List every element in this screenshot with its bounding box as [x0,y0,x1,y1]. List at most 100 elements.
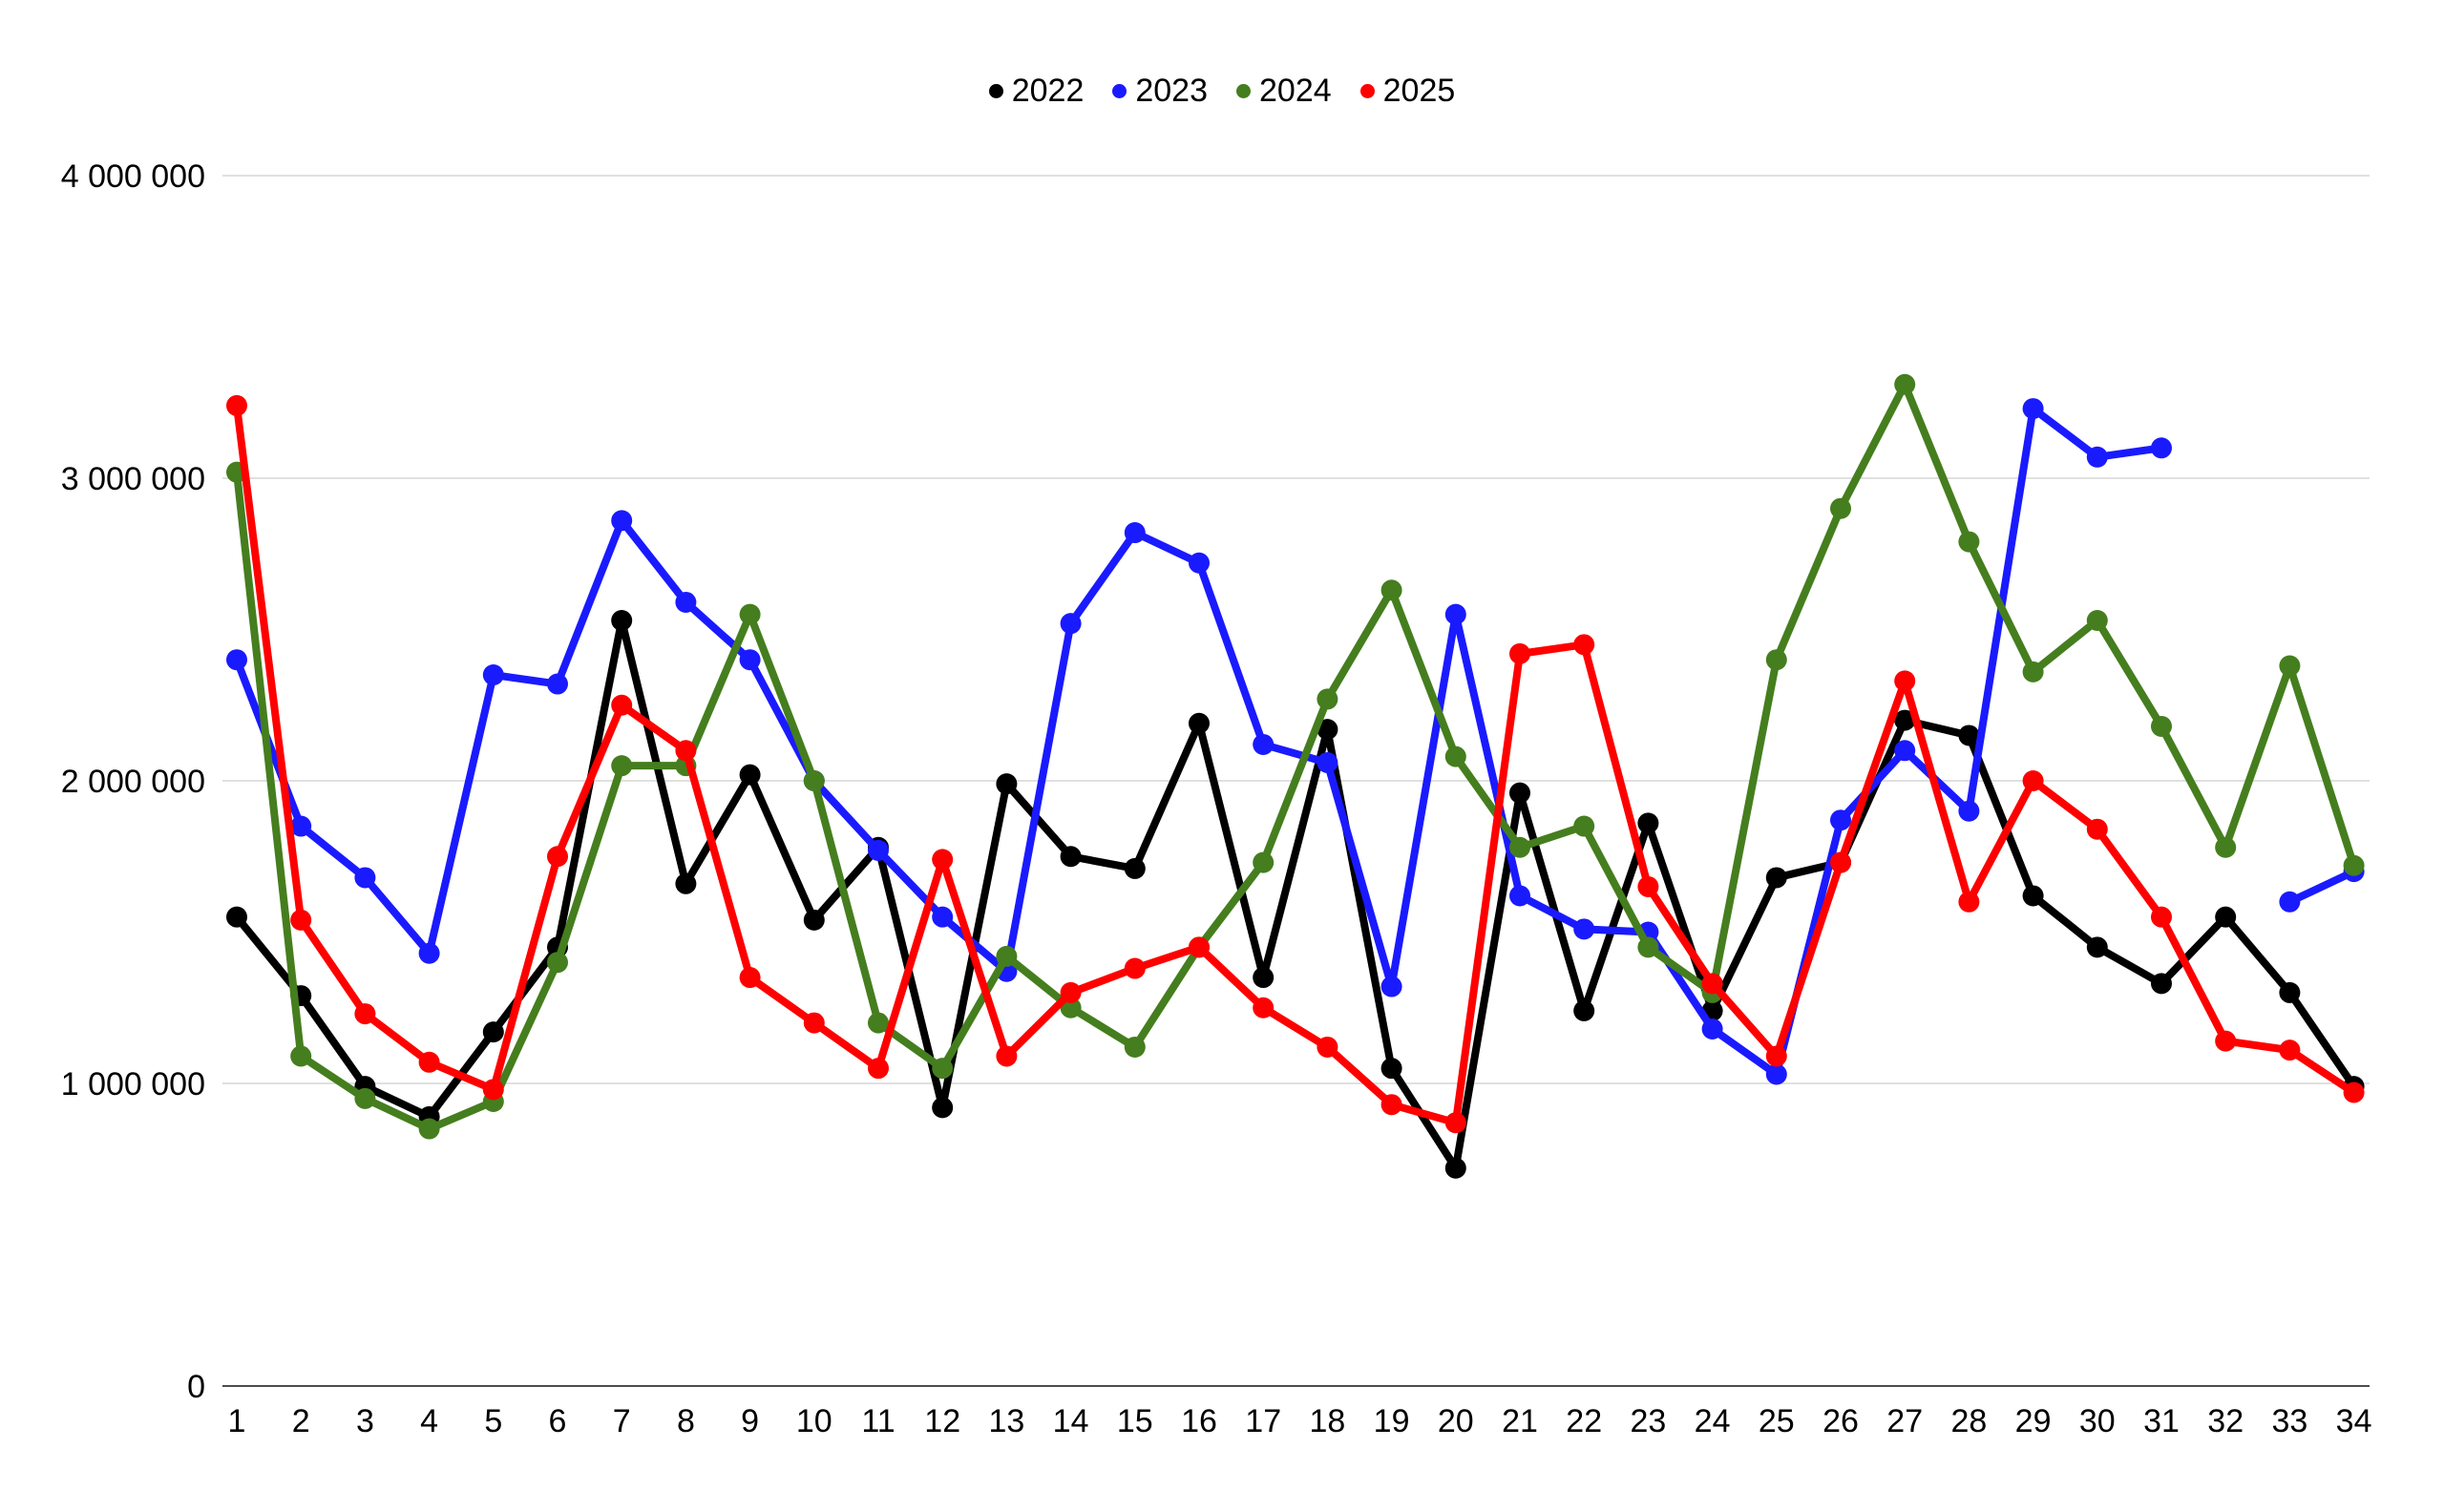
data-point-2025-7 [611,694,633,716]
data-point-2023-2 [290,815,312,837]
x-axis-tick-label: 32 [2207,1403,2244,1439]
data-point-2025-28 [1958,891,1980,913]
legend-item-2025: 2025 [1359,73,1455,110]
data-point-2024-10 [803,770,825,791]
x-axis-tick-label: 14 [1053,1403,1089,1439]
data-point-2025-6 [547,846,568,868]
x-axis-tick-label: 11 [861,1403,895,1439]
data-point-2024-7 [611,755,633,777]
data-point-2022-7 [611,609,633,631]
x-axis-tick-label: 21 [1502,1403,1538,1439]
legend-dot-2025 [1359,84,1375,98]
data-point-2022-14 [1060,846,1082,868]
x-axis-tick-label: 22 [1566,1403,1602,1439]
data-point-2024-23 [1637,936,1659,958]
data-point-2023-31 [2151,437,2172,459]
legend-item-2022: 2022 [988,73,1084,110]
data-point-2022-31 [2151,973,2172,995]
x-axis-tick-label: 31 [2143,1403,2180,1439]
data-point-2022-30 [2086,936,2108,958]
x-axis-tick-label: 17 [1245,1403,1281,1439]
x-axis-tick-label: 29 [2015,1403,2052,1439]
x-axis-tick-label: 24 [1695,1403,1731,1439]
x-axis-tick-label: 13 [988,1403,1024,1439]
legend-label: 2024 [1259,73,1332,109]
legend-item-2023: 2023 [1112,73,1208,110]
data-point-2022-33 [2279,981,2301,1003]
data-point-2022-15 [1124,857,1146,879]
x-axis-tick-label: 18 [1309,1403,1345,1439]
data-point-2023-28 [1958,800,1980,822]
data-point-2023-24 [1701,1018,1723,1040]
data-point-2022-27 [1894,709,1916,731]
data-point-2024-17 [1253,851,1275,873]
x-axis-tick-label: 9 [741,1403,759,1439]
x-axis-tick-label: 8 [677,1403,695,1439]
data-point-2025-3 [354,1003,376,1025]
x-axis-tick-label: 1 [228,1403,246,1439]
data-point-2023-17 [1253,733,1275,755]
data-point-2025-26 [1830,851,1851,873]
x-axis-tick-label: 34 [2336,1403,2372,1439]
data-point-2025-33 [2279,1040,2301,1061]
data-point-2024-6 [547,952,568,974]
data-point-2022-1 [226,906,247,928]
data-point-2025-31 [2151,906,2172,928]
data-point-2025-1 [226,394,247,416]
x-axis-tick-label: 5 [484,1403,502,1439]
legend-dot-2022 [988,84,1003,98]
x-axis-tick-label: 23 [1630,1403,1666,1439]
legend-dot-2023 [1112,84,1127,98]
x-axis-tick-label: 12 [924,1403,960,1439]
y-axis-tick-label: 1 000 000 [61,1066,205,1102]
data-point-2024-18 [1317,688,1338,710]
data-point-2023-1 [226,649,247,671]
data-point-2025-23 [1637,875,1659,897]
data-point-2022-25 [1765,867,1787,889]
data-point-2022-17 [1253,967,1275,989]
x-axis-tick-label: 2 [292,1403,310,1439]
x-axis-tick-label: 3 [356,1403,374,1439]
data-point-2022-10 [803,909,825,931]
data-point-2025-13 [996,1045,1018,1067]
data-point-2025-21 [1509,642,1530,664]
x-axis-tick-label: 16 [1181,1403,1217,1439]
data-point-2022-32 [2215,906,2237,928]
data-point-2025-16 [1189,936,1210,958]
data-point-2022-8 [675,872,697,894]
data-point-2025-4 [418,1051,440,1073]
data-point-2022-18 [1317,719,1338,741]
data-point-2025-2 [290,909,312,931]
data-point-2024-27 [1894,373,1916,395]
data-point-2023-29 [2022,398,2044,420]
data-point-2023-18 [1317,751,1338,773]
x-axis-tick-label: 7 [613,1403,631,1439]
chart-legend: 2022 2023 2024 2025 [0,73,2444,110]
data-point-2024-33 [2279,655,2301,677]
data-point-2023-16 [1189,552,1210,574]
data-point-2024-20 [1444,746,1466,767]
data-point-2023-25 [1765,1063,1787,1085]
data-point-2024-30 [2086,609,2108,631]
y-axis-tick-label: 3 000 000 [61,461,205,497]
data-point-2025-9 [739,967,761,989]
data-point-2023-7 [611,510,633,532]
data-point-2025-8 [675,740,697,762]
x-axis-tick-label: 4 [420,1403,438,1439]
data-point-2023-26 [1830,809,1851,831]
data-point-2024-28 [1958,531,1980,553]
data-point-2024-29 [2022,661,2044,682]
data-point-2022-9 [739,764,761,786]
data-point-2024-13 [996,945,1018,967]
data-point-2023-30 [2086,446,2108,468]
data-point-2023-22 [1573,918,1595,940]
data-point-2023-15 [1124,522,1146,544]
x-axis-tick-label: 30 [2079,1403,2116,1439]
data-point-2023-6 [547,673,568,695]
legend-item-2024: 2024 [1236,73,1332,110]
data-point-2022-5 [482,1021,504,1043]
y-axis-tick-label: 4 000 000 [61,158,205,195]
data-point-2024-3 [354,1087,376,1109]
